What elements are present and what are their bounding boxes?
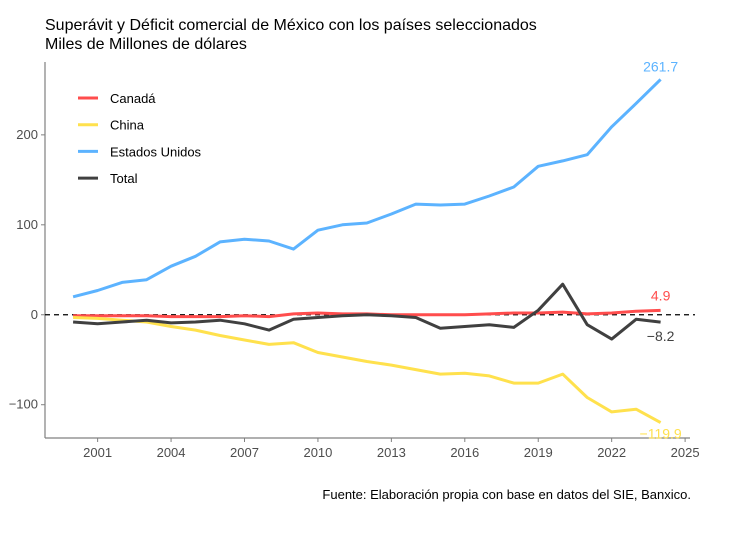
chart-title: Superávit y Déficit comercial de México … — [45, 16, 537, 54]
y-tick-label: 100 — [16, 217, 38, 232]
legend-label: China — [110, 118, 145, 133]
x-tick-label: 2025 — [671, 445, 700, 460]
y-tick-label: 0 — [31, 307, 38, 322]
end-value-label: −8.2 — [647, 328, 675, 344]
series-line-total — [72, 282, 661, 341]
x-tick-label: 2001 — [83, 445, 112, 460]
legend-label: Estados Unidos — [110, 144, 202, 159]
series-line-china — [73, 316, 662, 424]
y-tick-label: −100 — [9, 397, 38, 412]
chart-caption: Fuente: Elaboración propia con base en d… — [322, 487, 691, 502]
legend-label: Total — [110, 171, 138, 186]
end-value-label: 261.7 — [643, 58, 678, 74]
series-line-estados-unidos — [72, 78, 662, 299]
y-tick-label: 200 — [16, 127, 38, 142]
x-tick-label: 2004 — [157, 445, 186, 460]
x-tick-label: 2022 — [597, 445, 626, 460]
x-tick-label: 2016 — [450, 445, 479, 460]
chart-title-text: Superávit y Déficit comercial de México … — [45, 17, 537, 34]
legend-label: Canadá — [110, 91, 156, 106]
x-tick-label: 2010 — [303, 445, 332, 460]
x-tick-label: 2013 — [377, 445, 406, 460]
x-tick-label: 2007 — [230, 445, 259, 460]
chart-subtitle: Miles de Millones de dólares — [45, 36, 247, 53]
end-value-label: −119.9 — [640, 426, 682, 442]
end-value-label: 4.9 — [651, 287, 671, 303]
x-tick-label: 2019 — [524, 445, 553, 460]
